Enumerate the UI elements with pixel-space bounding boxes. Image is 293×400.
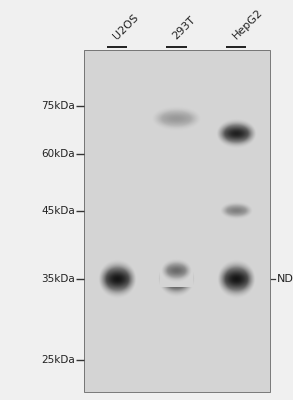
Text: 45kDa: 45kDa <box>41 206 75 216</box>
Text: 60kDa: 60kDa <box>41 149 75 159</box>
Bar <box>84 50 270 392</box>
Text: NDUFAF1: NDUFAF1 <box>277 274 293 284</box>
Text: 293T: 293T <box>171 14 198 41</box>
Text: 25kDa: 25kDa <box>41 354 75 364</box>
Bar <box>84 50 270 392</box>
Text: 35kDa: 35kDa <box>41 274 75 284</box>
Text: HepG2: HepG2 <box>231 7 264 41</box>
Text: 75kDa: 75kDa <box>41 102 75 112</box>
Text: U2OS: U2OS <box>111 12 140 41</box>
